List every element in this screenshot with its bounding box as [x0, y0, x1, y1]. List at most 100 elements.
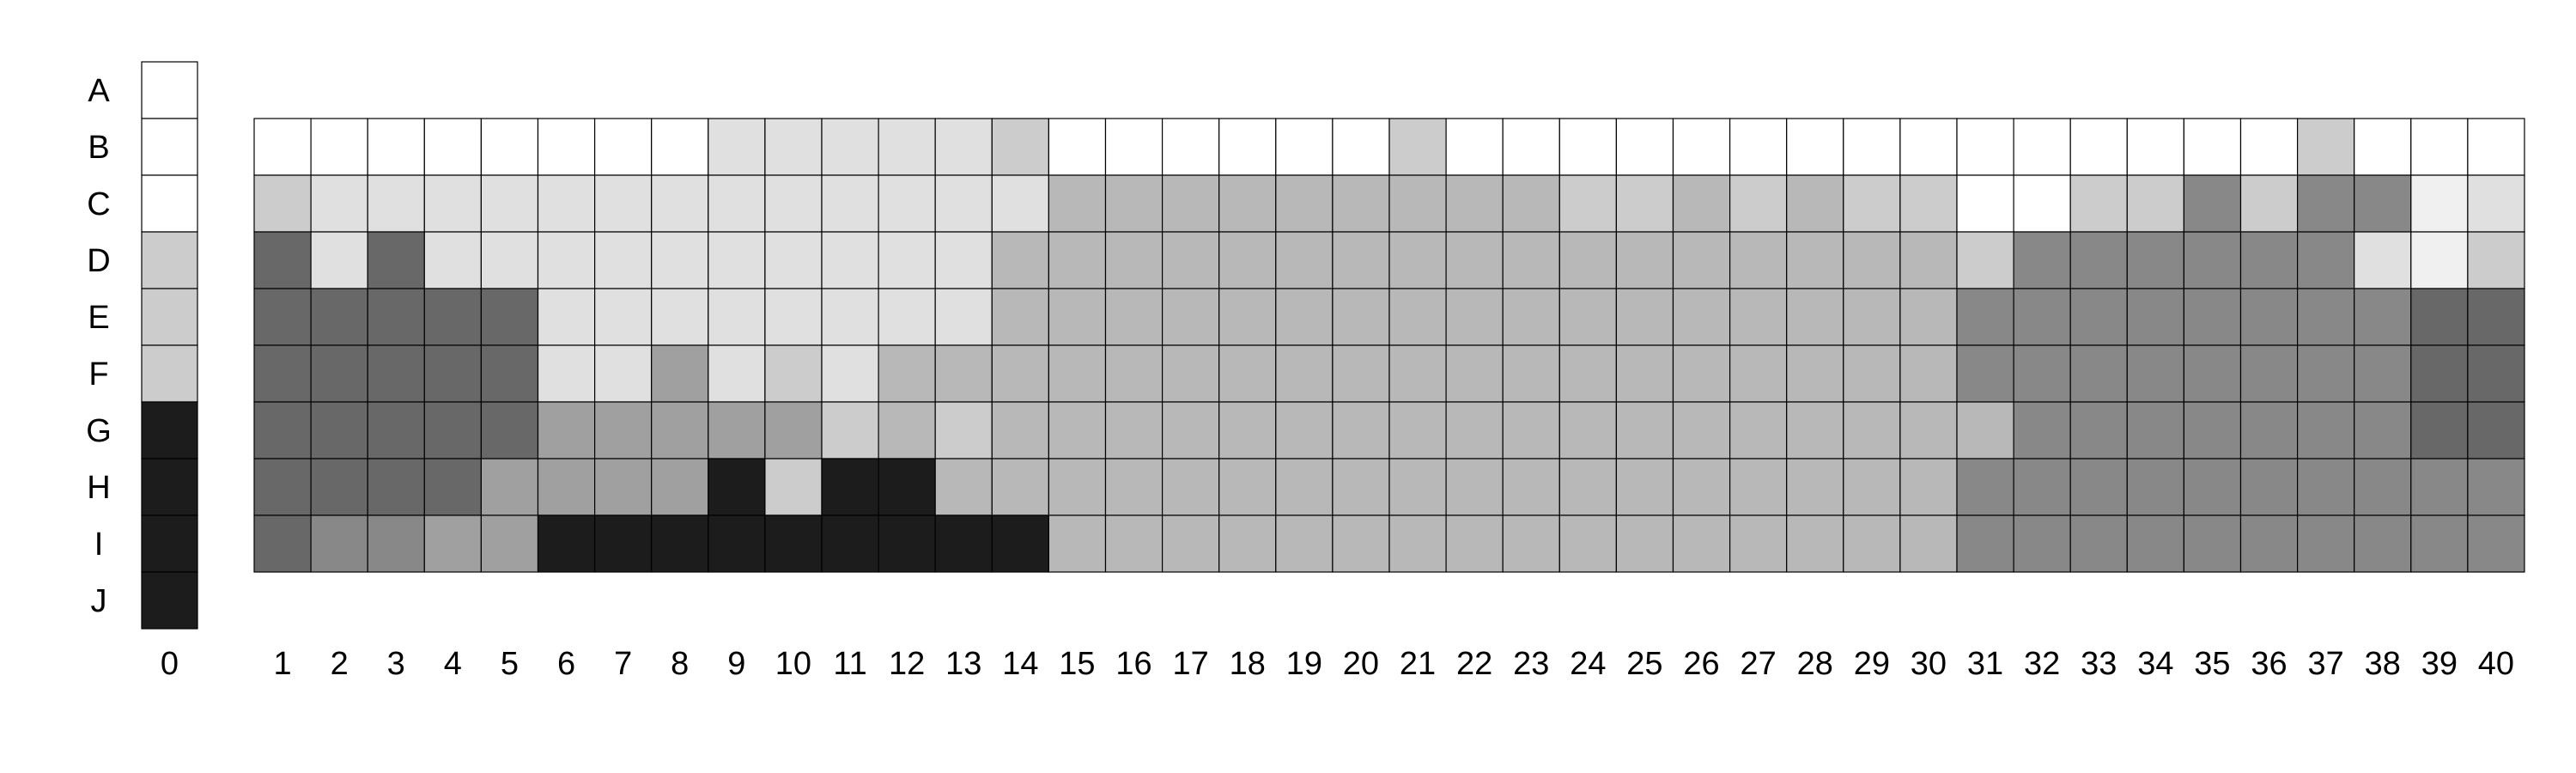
heatmap-cell-34-e — [2126, 288, 2185, 346]
column-label-15: 15 — [1059, 646, 1095, 682]
heatmap-cell-37-b — [2297, 118, 2355, 176]
heatmap-cell-30-f — [1899, 344, 1958, 403]
heatmap-cell-20-i — [1332, 514, 1390, 573]
heatmap-cell-34-i — [2126, 514, 2185, 573]
heatmap-cell-10-f — [764, 344, 823, 403]
heatmap-cell-22-i — [1445, 514, 1504, 573]
heatmap-cell-4-c — [423, 174, 482, 233]
heatmap-cell-24-e — [1558, 288, 1618, 346]
heatmap-cell-4-e — [423, 288, 482, 346]
heatmap-cell-29-d — [1843, 231, 1901, 289]
heatmap-cell-2-e — [310, 288, 368, 346]
heatmap-cell-24-h — [1558, 458, 1618, 516]
heatmap-cell-12-h — [878, 458, 936, 516]
heatmap-cell-2-i — [310, 514, 368, 573]
heatmap-cell-21-g — [1388, 401, 1447, 460]
heatmap-cell-5-e — [480, 288, 539, 346]
column-label-17: 17 — [1173, 646, 1209, 682]
heatmap-cell-20-f — [1332, 344, 1390, 403]
heatmap-cell-2-b — [310, 118, 368, 176]
heatmap-cell-21-e — [1388, 288, 1447, 346]
heatmap-cell-29-e — [1843, 288, 1901, 346]
heatmap-cell-38-i — [2354, 514, 2412, 573]
column-label-0: 0 — [161, 646, 179, 682]
heatmap-cell-15-b — [1048, 118, 1107, 176]
heatmap-cell-25-h — [1615, 458, 1674, 516]
heatmap-cell-0-b — [141, 118, 198, 176]
heatmap-cell-36-b — [2239, 118, 2299, 176]
heatmap-cell-22-f — [1445, 344, 1504, 403]
heatmap-cell-35-f — [2183, 344, 2242, 403]
heatmap-cell-14-e — [991, 288, 1050, 346]
heatmap-cell-0-c — [141, 174, 198, 233]
heatmap-cell-30-h — [1899, 458, 1958, 516]
heatmap-cell-3-b — [367, 118, 425, 176]
heatmap-cell-23-e — [1502, 288, 1560, 346]
heatmap-cell-35-h — [2183, 458, 2242, 516]
heatmap-cell-5-f — [480, 344, 539, 403]
row-label-i: I — [94, 526, 104, 563]
column-labels: 0 1 2 3 4 5 6 7 8 9 10 11 12 13 14 15 16 17 18 19 20 21 22 23 24… — [161, 646, 2514, 682]
heatmap-cell-6-e — [537, 288, 596, 346]
heatmap-cell-31-c — [1956, 174, 2014, 233]
heatmap-cell-18-c — [1218, 174, 1277, 233]
heatmap-cell-38-d — [2354, 231, 2412, 289]
heatmap-cell-39-g — [2410, 401, 2469, 460]
heatmap-cell-5-d — [480, 231, 539, 289]
heatmap-cell-34-b — [2126, 118, 2185, 176]
heatmap-cell-24-d — [1558, 231, 1618, 289]
heatmap-cell-17-b — [1161, 118, 1220, 176]
heatmap-cell-16-h — [1104, 458, 1163, 516]
heatmap-cell-9-h — [708, 458, 766, 516]
column-label-10: 10 — [775, 646, 811, 682]
row-label-e: E — [88, 300, 109, 336]
heatmap-cell-18-d — [1218, 231, 1277, 289]
heatmap-cell-9-e — [708, 288, 766, 346]
heatmap-cell-38-f — [2354, 344, 2412, 403]
heatmap-cell-27-h — [1728, 458, 1788, 516]
heatmap-cell-33-c — [2069, 174, 2128, 233]
heatmap-cell-25-e — [1615, 288, 1674, 346]
heatmap-cell-8-b — [651, 118, 709, 176]
heatmap-cell-19-d — [1275, 231, 1334, 289]
heatmap-cell-11-g — [821, 401, 879, 460]
column-label-33: 33 — [2081, 646, 2117, 682]
heatmap-cell-20-e — [1332, 288, 1390, 346]
column-label-12: 12 — [889, 646, 925, 682]
heatmap-cell-17-i — [1161, 514, 1220, 573]
heatmap-cell-30-d — [1899, 231, 1958, 289]
heatmap-cell-16-b — [1104, 118, 1163, 176]
heatmap-cell-28-g — [1786, 401, 1844, 460]
heatmap-cell-0-i — [141, 514, 198, 573]
heatmap-cell-7-b — [593, 118, 653, 176]
heatmap-cell-32-f — [2013, 344, 2071, 403]
heatmap-cell-22-c — [1445, 174, 1504, 233]
heatmap-cell-10-e — [764, 288, 823, 346]
heatmap-cell-3-h — [367, 458, 425, 516]
heatmap-cell-14-g — [991, 401, 1050, 460]
heatmap-cell-35-e — [2183, 288, 2242, 346]
heatmap-cell-30-e — [1899, 288, 1958, 346]
column-label-36: 36 — [2251, 646, 2287, 682]
heatmap-cell-8-f — [651, 344, 709, 403]
heatmap-cell-23-c — [1502, 174, 1560, 233]
heatmap-cell-16-e — [1104, 288, 1163, 346]
column-label-20: 20 — [1343, 646, 1379, 682]
heatmap-cell-37-e — [2297, 288, 2355, 346]
heatmap-cell-19-e — [1275, 288, 1334, 346]
heatmap-cell-36-e — [2239, 288, 2299, 346]
heatmap-cell-36-g — [2239, 401, 2299, 460]
heatmap-cell-10-c — [764, 174, 823, 233]
heatmap-cell-39-i — [2410, 514, 2469, 573]
heatmap-cell-30-c — [1899, 174, 1958, 233]
heatmap-cell-21-i — [1388, 514, 1447, 573]
column-label-28: 28 — [1797, 646, 1833, 682]
heatmap-cell-4-h — [423, 458, 482, 516]
heatmap-cell-28-e — [1786, 288, 1844, 346]
heatmap-cell-15-g — [1048, 401, 1107, 460]
heatmap-cell-5-b — [480, 118, 539, 176]
heatmap-cell-27-d — [1728, 231, 1788, 289]
heatmap-cell-29-f — [1843, 344, 1901, 403]
heatmap-cell-22-b — [1445, 118, 1504, 176]
heatmap-cell-12-b — [878, 118, 936, 176]
